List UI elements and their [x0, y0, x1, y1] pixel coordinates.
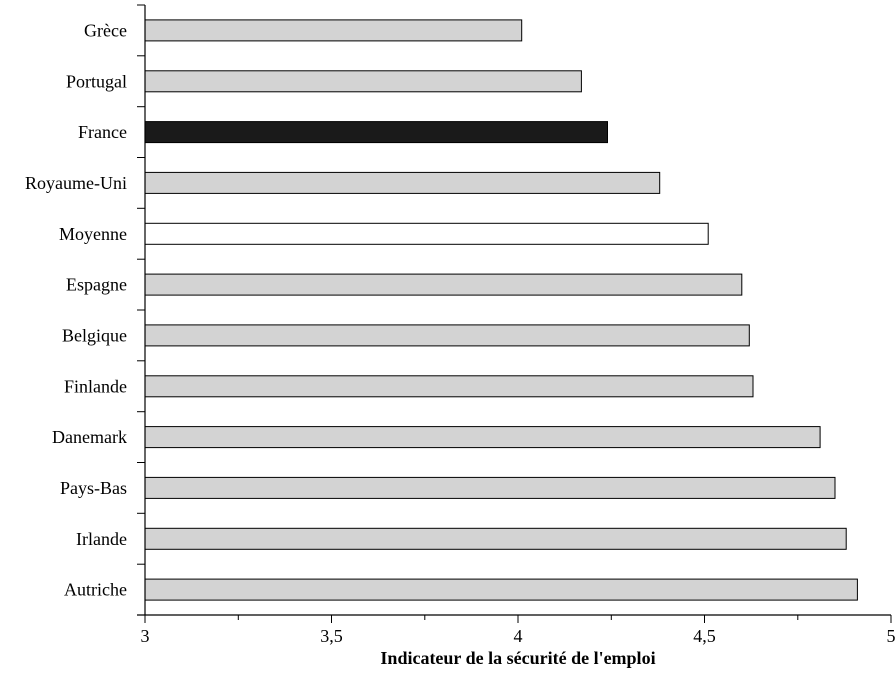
category-label-grece: Grèce [84, 20, 127, 40]
bar-france [144, 121, 608, 144]
bar-grece [144, 19, 523, 42]
x-tick-label: 5 [887, 626, 896, 646]
bar-royaume-uni [144, 171, 661, 194]
category-label-belgique: Belgique [62, 325, 127, 345]
bar-moyenne [144, 222, 709, 245]
category-label-royaume-uni: Royaume-Uni [25, 173, 127, 193]
bar-pays-bas [144, 476, 836, 499]
bars-layer [144, 19, 858, 601]
category-label-finlande: Finlande [64, 376, 127, 396]
axes-layer: Grèce Portugal France Royaume-Uni Moyenne Esp… [25, 4, 896, 646]
category-label-moyenne: Moyenne [59, 224, 127, 244]
category-label-espagne: Espagne [66, 275, 127, 295]
bar-danemark [144, 426, 821, 449]
category-label-danemark: Danemark [52, 427, 127, 447]
x-tick-label: 4 [514, 626, 523, 646]
category-label-portugal: Portugal [66, 71, 127, 91]
category-label-france: France [78, 122, 127, 142]
bar-portugal [144, 70, 582, 93]
bar-belgique [144, 324, 750, 347]
x-tick-label: 3,5 [320, 626, 343, 646]
x-tick-label: 3 [141, 626, 150, 646]
category-label-irlande: Irlande [76, 529, 127, 549]
x-tick-label: 4,5 [693, 626, 716, 646]
bar-irlande [144, 527, 847, 550]
bar-espagne [144, 273, 743, 296]
bar-finlande [144, 375, 754, 398]
category-label-pays-bas: Pays-Bas [60, 478, 127, 498]
category-label-autriche: Autriche [64, 580, 127, 600]
bar-autriche [144, 578, 858, 601]
x-axis-title: Indicateur de la sécurité de l'emploi [380, 648, 655, 668]
